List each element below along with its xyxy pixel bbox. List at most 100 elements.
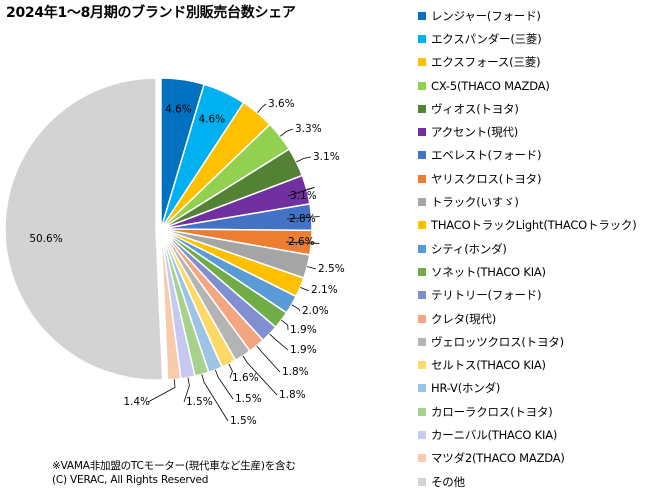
legend-swatch	[418, 267, 426, 276]
data-label: 3.1%	[313, 151, 340, 163]
leader-line	[281, 319, 289, 331]
data-label: 3.6%	[268, 98, 295, 110]
legend-swatch	[418, 11, 426, 20]
legend-swatch	[418, 244, 426, 253]
legend-item: テリトリー(フォード)	[418, 284, 648, 307]
legend-swatch	[418, 198, 426, 207]
legend-item: クレタ(現代)	[418, 307, 648, 330]
legend-label: エクスフォース(三菱)	[431, 55, 541, 70]
data-label: 1.5%	[230, 415, 257, 427]
legend-label: レンジャー(フォード)	[431, 8, 541, 23]
legend-label: HR-V(ホンダ)	[431, 381, 501, 396]
data-label: 1.4%	[123, 396, 150, 408]
leader-line	[300, 286, 310, 291]
legend-swatch	[418, 291, 426, 300]
legend-swatch	[418, 128, 426, 137]
chart-legend: レンジャー(フォード) エクスパンダー(三菱) エクスフォース(三菱) CX-5(TH…	[418, 4, 648, 493]
legend-swatch	[418, 221, 426, 230]
chart-title: 2024年1～8月期のブランド別販売台数シェア	[6, 5, 296, 21]
legend-item: エクスフォース(三菱)	[418, 51, 648, 74]
data-label: 4.6%	[165, 103, 192, 115]
legend-item: トラック(いすゞ)	[418, 190, 648, 213]
leader-line	[147, 379, 176, 403]
data-label: 3.3%	[295, 123, 322, 135]
legend-swatch	[418, 454, 426, 463]
legend-item: アクセント(現代)	[418, 120, 648, 143]
leader-line	[285, 241, 320, 244]
legend-swatch	[418, 477, 426, 486]
data-label: 2.8%	[289, 213, 316, 225]
legend-item: カーニバル(THACO KIA)	[418, 423, 648, 446]
legend-label: その他	[431, 474, 465, 489]
legend-swatch	[418, 407, 426, 416]
data-label: 1.8%	[279, 389, 306, 401]
data-label: 1.5%	[235, 393, 262, 405]
leader-line	[256, 345, 281, 373]
footnote: ※VAMA非加盟のTCモーター(現代車など生産)を含む	[52, 460, 296, 472]
legend-item: エベレスト(フォード)	[418, 144, 648, 167]
legend-item: レンジャー(フォード)	[418, 4, 648, 27]
leader-line	[269, 333, 289, 351]
legend-item: CX-5(THACO MAZDA)	[418, 74, 648, 97]
legend-swatch	[418, 314, 426, 323]
leader-line	[291, 304, 301, 312]
leader-line	[228, 363, 233, 379]
legend-swatch	[418, 430, 426, 439]
legend-label: テリトリー(フォード)	[431, 288, 542, 303]
legend-item: カローラクロス(トヨタ)	[418, 400, 648, 423]
legend-item: ヴェロッツクロス(トヨタ)	[418, 330, 648, 353]
legend-label: カーニバル(THACO KIA)	[431, 427, 558, 442]
leader-line	[296, 156, 312, 163]
data-label: 1.5%	[186, 396, 213, 408]
leader-line	[183, 377, 190, 403]
legend-swatch	[418, 361, 426, 370]
leader-line	[242, 355, 278, 396]
pie-chart: 4.6% 4.6% 3.6% 3.3% 3.1% 3.1% 2.8% 2.6% 2.5% 2.1%…	[4, 77, 345, 427]
legend-label: エベレスト(フォード)	[431, 148, 542, 163]
legend-item: ヴィオス(トヨタ)	[418, 97, 648, 120]
legend-swatch	[418, 174, 426, 183]
pie-slice	[160, 228, 182, 381]
data-label: 1.9%	[290, 324, 317, 336]
legend-label: アクセント(現代)	[431, 125, 519, 140]
legend-label: シティ(ホンダ)	[431, 241, 507, 256]
data-label: 50.6%	[29, 233, 62, 245]
legend-swatch	[418, 34, 426, 43]
data-label: 1.9%	[290, 344, 317, 356]
leader-line	[287, 187, 315, 197]
legend-label: ヴェロッツクロス(トヨタ)	[431, 334, 564, 349]
legend-item: HR-V(ホンダ)	[418, 377, 648, 400]
data-label: 2.1%	[311, 284, 338, 296]
pie-slices	[4, 77, 313, 381]
legend-swatch	[418, 337, 426, 346]
leader-line	[201, 374, 229, 422]
legend-label: THACOトラックLight(THACOトラック)	[431, 218, 637, 233]
legend-swatch	[418, 58, 426, 67]
legend-label: エクスパンダー(三菱)	[431, 31, 542, 46]
pie-data-labels: 4.6% 4.6% 3.6% 3.3% 3.1% 3.1% 2.8% 2.6% 2.5% 2.1%…	[29, 98, 344, 427]
legend-label: ヴィオス(トヨタ)	[431, 101, 519, 116]
leader-line	[257, 103, 267, 114]
data-label: 1.6%	[232, 372, 259, 384]
data-label: 2.0%	[302, 305, 329, 317]
data-label: 2.5%	[318, 263, 345, 275]
legend-item: その他	[418, 470, 648, 493]
legend-label: クレタ(現代)	[431, 311, 497, 326]
legend-swatch	[418, 104, 426, 113]
legend-swatch	[418, 81, 426, 90]
legend-label: ソネット(THACO KIA)	[431, 264, 546, 279]
legend-item: THACOトラックLight(THACOトラック)	[418, 214, 648, 237]
pie-slice	[4, 77, 164, 381]
leader-line	[214, 369, 234, 400]
legend-label: カローラクロス(トヨタ)	[431, 404, 553, 419]
legend-label: マツダ2(THACO MAZDA)	[431, 451, 565, 466]
leader-line	[279, 128, 294, 137]
data-label: 1.8%	[282, 366, 309, 378]
copyright-text: (C) VERAC, All Rights Reserved	[52, 474, 209, 486]
legend-label: ヤリスクロス(トヨタ)	[431, 171, 542, 186]
data-label: 3.1%	[290, 190, 317, 202]
legend-label: トラック(いすゞ)	[431, 195, 519, 210]
legend-item: セルトス(THACO KIA)	[418, 353, 648, 376]
legend-item: ヤリスクロス(トヨタ)	[418, 167, 648, 190]
label-leader-lines	[147, 103, 320, 422]
